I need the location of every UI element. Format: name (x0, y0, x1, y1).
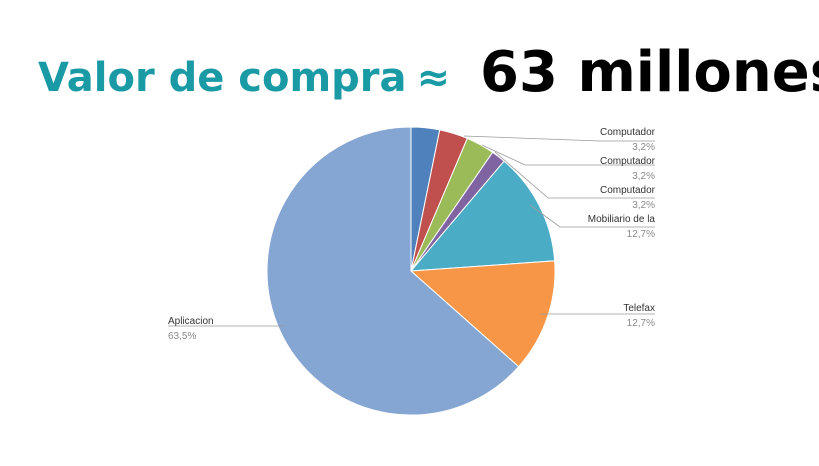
pie-slice (409, 160, 556, 272)
approx-symbol: ≈ (416, 55, 451, 101)
slice-label: Telefax (623, 303, 655, 314)
slice-value-label: 63,5% (168, 331, 196, 342)
heading-value: 63 millones (480, 40, 819, 105)
pie-slice (409, 260, 556, 368)
leader-line (529, 204, 655, 228)
pie-slice (266, 126, 520, 416)
slice-labels: Computador 3,2% Computador 3,2% Computador 3,… (168, 127, 656, 342)
pie-slices (266, 126, 556, 416)
slice-value-label: 3,2% (632, 200, 655, 211)
leader-line (481, 144, 655, 166)
slide-heading: Valor de compra ≈ 63 millones (38, 40, 819, 105)
slice-label: Aplicacion (168, 316, 214, 327)
slice-value-label: 3,2% (632, 171, 655, 182)
slice-value-label: 12,7% (627, 229, 655, 240)
slice-value-label: 3,2% (632, 142, 655, 153)
heading-label: Valor de compra (38, 55, 407, 101)
leader-lines (168, 135, 655, 327)
leader-line (494, 151, 655, 199)
slice-value-label: 12,7% (627, 318, 655, 329)
leader-line (463, 135, 655, 142)
slice-label: Computador (600, 127, 656, 138)
slice-label: Computador (600, 185, 656, 196)
slice-label: Computador (600, 156, 656, 167)
slice-label: Mobiliario de la (588, 214, 656, 225)
